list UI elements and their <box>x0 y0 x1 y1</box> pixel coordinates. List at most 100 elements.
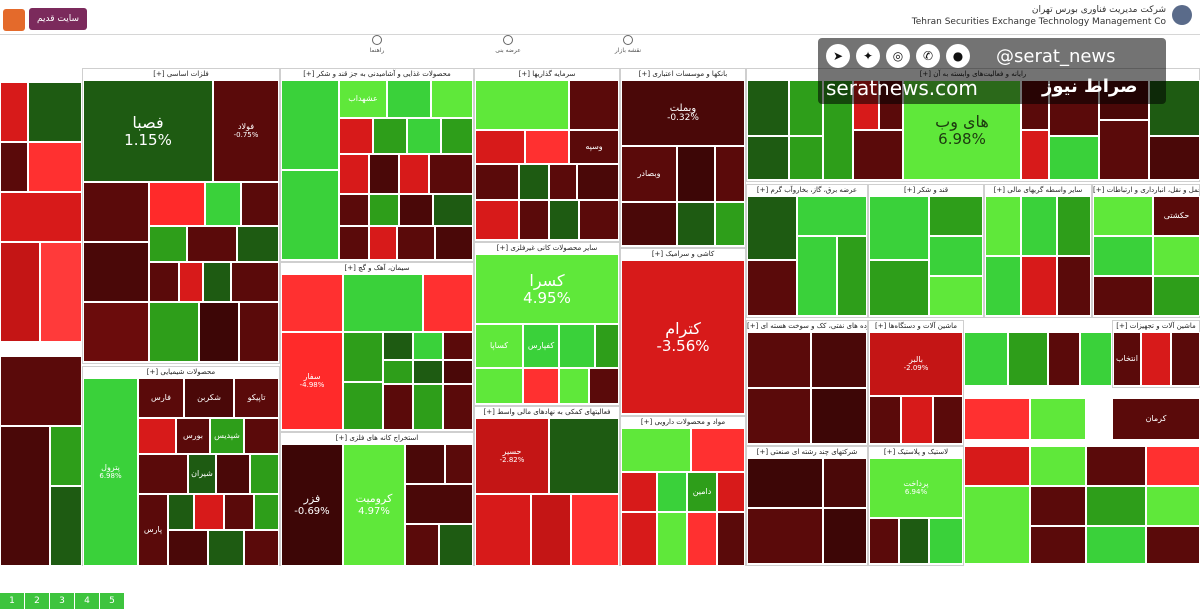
tile[interactable] <box>1086 486 1146 526</box>
tile[interactable] <box>823 508 867 564</box>
tile-pardakht[interactable]: پرداخت 6.94% <box>869 458 963 518</box>
tile[interactable] <box>475 200 519 240</box>
tile[interactable] <box>369 226 397 260</box>
tile[interactable] <box>715 202 745 246</box>
tile-vbsader[interactable]: وبصادر <box>621 146 677 202</box>
tile[interactable] <box>747 260 797 316</box>
tile-keram[interactable]: کترام -3.56% <box>621 260 745 414</box>
tile-hakeshti[interactable]: حکشتی <box>1153 196 1200 236</box>
tile[interactable] <box>50 426 82 486</box>
tile[interactable] <box>475 494 531 566</box>
tile[interactable] <box>343 382 383 430</box>
tile[interactable] <box>964 332 1008 386</box>
tile[interactable] <box>1021 196 1057 256</box>
tile[interactable] <box>369 194 399 226</box>
tile[interactable] <box>339 226 369 260</box>
tile[interactable] <box>138 454 188 494</box>
tile[interactable] <box>747 136 789 180</box>
tile-tapico[interactable]: تاپیکو <box>234 378 279 418</box>
tile[interactable] <box>621 428 691 472</box>
tile[interactable] <box>237 226 279 262</box>
tile[interactable] <box>28 142 82 192</box>
tile[interactable] <box>853 130 903 180</box>
tile[interactable] <box>523 368 559 404</box>
tile[interactable] <box>373 118 407 154</box>
tile-foolad[interactable]: فولاد -0.75% <box>213 80 279 182</box>
tile[interactable] <box>1048 332 1080 386</box>
tile[interactable] <box>1021 130 1049 180</box>
tile-chromit[interactable]: کروميت 4.97% <box>343 444 405 566</box>
tile[interactable] <box>439 524 473 566</box>
tile[interactable] <box>179 262 203 302</box>
tile[interactable] <box>405 484 473 524</box>
tile[interactable] <box>149 302 199 362</box>
tile[interactable] <box>559 324 595 368</box>
tile[interactable] <box>837 236 867 316</box>
tile[interactable] <box>149 262 179 302</box>
tile-fazar[interactable]: فزر -0.69% <box>281 444 343 566</box>
tile[interactable] <box>475 80 569 130</box>
tile[interactable] <box>691 428 745 472</box>
tile[interactable] <box>339 154 369 194</box>
tile[interactable] <box>577 164 619 200</box>
tile[interactable] <box>964 398 1030 440</box>
tile[interactable] <box>399 194 433 226</box>
tile[interactable] <box>281 80 339 170</box>
tile[interactable] <box>0 82 28 142</box>
page-button-2[interactable]: 2 <box>25 593 49 609</box>
tile-damin[interactable]: دامین <box>687 472 717 512</box>
tile[interactable] <box>443 384 473 430</box>
tile[interactable] <box>985 196 1021 256</box>
tile[interactable] <box>205 182 241 226</box>
tile[interactable] <box>811 388 867 444</box>
tile[interactable] <box>399 154 429 194</box>
tile[interactable] <box>231 262 279 302</box>
tile[interactable] <box>571 494 619 566</box>
tile[interactable] <box>475 164 519 200</box>
tile[interactable] <box>1146 526 1200 564</box>
tile[interactable] <box>281 170 339 260</box>
tile[interactable] <box>216 454 250 494</box>
tile[interactable] <box>823 458 867 508</box>
tile[interactable] <box>40 242 82 342</box>
tile[interactable] <box>339 118 373 154</box>
tile[interactable] <box>244 418 279 454</box>
tile[interactable] <box>239 302 279 362</box>
tile[interactable] <box>687 512 717 566</box>
tile[interactable] <box>964 486 1030 564</box>
tile[interactable] <box>1141 332 1171 386</box>
tile[interactable] <box>0 242 40 342</box>
page-button-1[interactable]: 1 <box>0 593 24 609</box>
tile[interactable] <box>407 118 441 154</box>
tile[interactable] <box>405 444 445 484</box>
tile[interactable] <box>383 332 413 360</box>
tile-eshahdab[interactable]: عشهداب <box>339 80 387 118</box>
tile[interactable] <box>789 136 823 180</box>
tile[interactable] <box>1057 256 1091 316</box>
tile[interactable] <box>1030 398 1086 440</box>
page-button-4[interactable]: 4 <box>75 593 99 609</box>
tile[interactable] <box>933 396 963 444</box>
tile[interactable] <box>433 194 473 226</box>
tile[interactable] <box>747 196 797 260</box>
tile[interactable] <box>50 486 82 566</box>
tile[interactable] <box>383 360 413 384</box>
tile[interactable] <box>413 332 443 360</box>
tile[interactable] <box>929 276 983 316</box>
tile[interactable] <box>1093 236 1153 276</box>
tile[interactable] <box>1008 332 1048 386</box>
tile[interactable] <box>1153 236 1200 276</box>
tile[interactable] <box>83 242 149 302</box>
tile[interactable] <box>250 454 279 494</box>
tile[interactable] <box>203 262 231 302</box>
tile-kesapa[interactable]: کساپا <box>475 324 523 368</box>
tile[interactable] <box>369 154 399 194</box>
tile[interactable] <box>519 200 549 240</box>
tile[interactable] <box>383 384 413 430</box>
tile[interactable] <box>797 236 837 316</box>
tile[interactable] <box>443 332 473 360</box>
nav-offer[interactable]: عرضه بنی <box>490 35 526 55</box>
tile-petrol[interactable]: پترول 6.98% <box>83 378 138 566</box>
tile[interactable] <box>339 194 369 226</box>
tile[interactable] <box>549 164 577 200</box>
